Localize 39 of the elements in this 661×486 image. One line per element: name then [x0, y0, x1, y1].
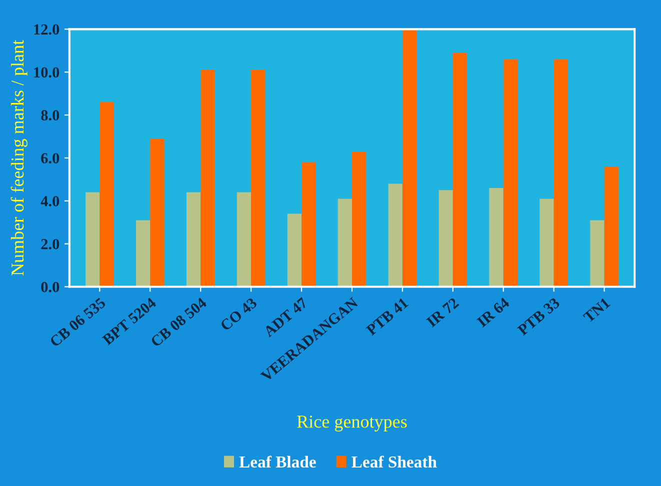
x-tick-label: PTB 33	[516, 297, 560, 336]
bar	[86, 192, 100, 287]
bar	[352, 152, 366, 287]
bar	[452, 52, 468, 287]
legend-label: Leaf Sheath	[352, 456, 437, 468]
x-tick-label: TN1	[582, 297, 610, 323]
bar	[554, 59, 568, 287]
bar	[338, 198, 352, 287]
x-tick-label: IR 72	[426, 297, 460, 328]
bar	[236, 192, 252, 287]
x-tick-label: PTB 41	[366, 297, 409, 336]
legend-label: Leaf Blade	[239, 456, 316, 468]
bar	[186, 192, 201, 287]
bar	[302, 162, 316, 287]
bar	[136, 220, 150, 287]
bar	[287, 214, 302, 287]
y-tick-label: 10.0	[34, 67, 60, 78]
bar	[100, 102, 114, 287]
bar	[604, 166, 618, 287]
bar	[402, 29, 417, 287]
x-tick-label: CO 43	[220, 297, 258, 332]
y-axis-title: Number of feeding marks / plant	[10, 40, 28, 276]
bar	[388, 184, 402, 287]
y-tick-label: 0.0	[41, 282, 60, 292]
bar	[590, 220, 604, 287]
bar	[200, 70, 215, 287]
x-tick-label: IR 64	[476, 297, 510, 328]
y-tick-label: 6.0	[41, 153, 60, 164]
y-tick-label: 2.0	[41, 238, 60, 250]
bar	[438, 190, 453, 287]
bar	[251, 70, 266, 287]
bar	[489, 188, 504, 287]
y-tick-label: 12.0	[34, 24, 60, 35]
y-tick-label: 4.0	[40, 196, 60, 206]
bar	[540, 198, 554, 287]
bar	[150, 138, 164, 287]
bar	[503, 59, 518, 287]
x-axis-title: Rice genotypes	[297, 416, 407, 432]
y-tick-label: 8.0	[41, 110, 60, 121]
